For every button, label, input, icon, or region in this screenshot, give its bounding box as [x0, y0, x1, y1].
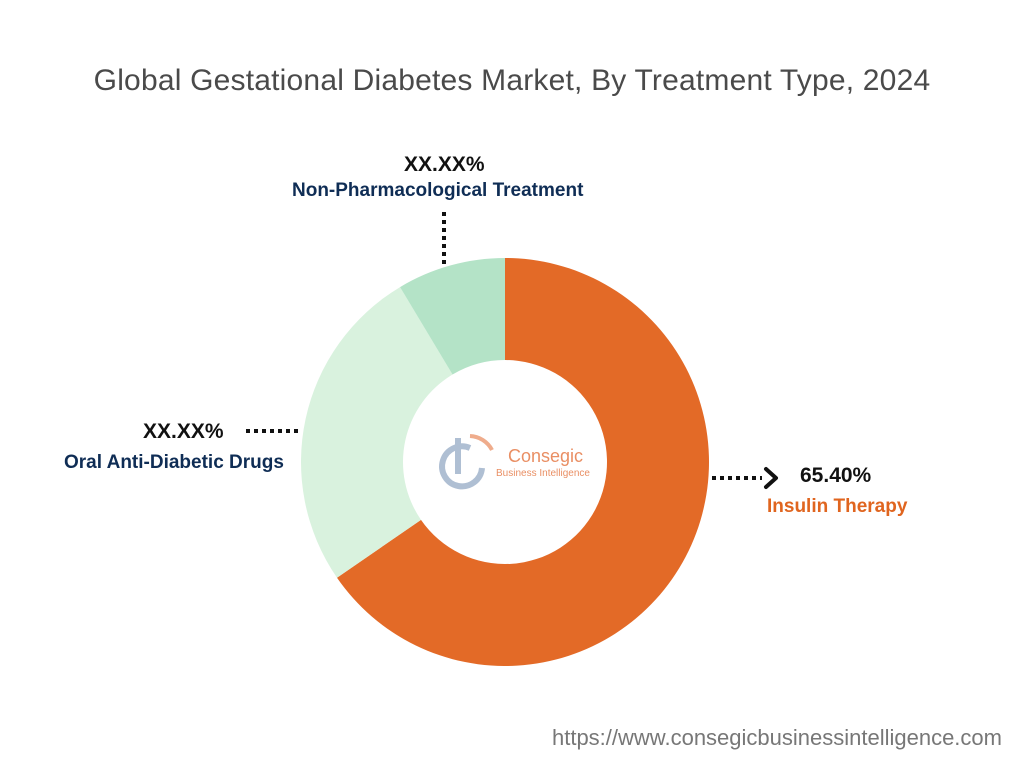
footer-url: https://www.consegicbusinessintelligence…: [551, 725, 1002, 750]
slice-label-oral-anti-diabetic-drugs: Oral Anti-Diabetic Drugs: [64, 452, 284, 473]
slice-value-non-pharmacological-treatment: XX.XX%: [404, 153, 485, 176]
slice-oral-anti-diabetic-drugs: [301, 287, 453, 578]
slice-value-insulin-therapy: 65.40%: [800, 464, 872, 487]
slice-label-non-pharmacological-treatment: Non-Pharmacological Treatment: [292, 180, 584, 201]
slice-insulin-therapy: [336, 258, 710, 666]
logo-tagline: Business Intelligence: [496, 468, 590, 479]
slice-label-insulin-therapy: Insulin Therapy: [767, 496, 908, 517]
logo-brand: Consegic: [508, 446, 584, 466]
slice-non-pharmacological-treatment: [400, 258, 505, 375]
consegic-logo-icon: [439, 434, 494, 490]
chart-title: Global Gestational Diabetes Market, By T…: [93, 64, 931, 97]
connector-arrow-icon: [764, 467, 778, 489]
slice-value-oral-anti-diabetic-drugs: XX.XX%: [143, 420, 224, 443]
